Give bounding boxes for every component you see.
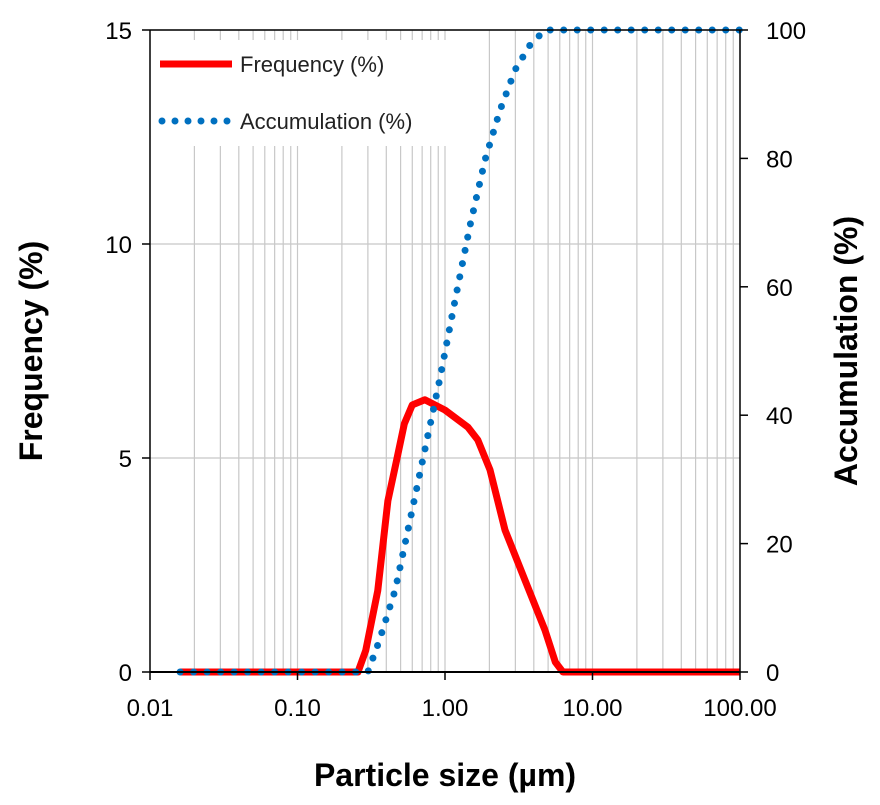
legend: Frequency (%) Accumulation (%) <box>154 40 456 146</box>
x-tick-label: 1.00 <box>422 695 469 722</box>
y2-tick-label: 0 <box>766 660 779 687</box>
y-tick-label: 5 <box>119 446 132 473</box>
axes: 0.01 0.10 1.00 10.00 100.00 0 5 10 15 0 20 40 60 80 10… <box>105 18 806 722</box>
x-tick-label: 0.10 <box>274 695 321 722</box>
legend-background <box>154 40 456 146</box>
y-tick-label: 0 <box>119 660 132 687</box>
y2-tick-label: 80 <box>766 146 793 173</box>
y2-tick-label: 60 <box>766 275 793 302</box>
legend-label-accumulation: Accumulation (%) <box>240 109 412 134</box>
series-line-frequency <box>180 396 740 676</box>
x-tick-label: 10.00 <box>562 695 622 722</box>
y2-tick-label: 40 <box>766 403 793 430</box>
series-layer <box>176 26 744 676</box>
y2-axis-label: Accumulation (%) <box>828 216 864 486</box>
y2-tick-label: 20 <box>766 532 793 559</box>
x-tick-label: 100.00 <box>703 695 776 722</box>
y-axis-label: Frequency (%) <box>13 241 49 461</box>
y-tick-label: 15 <box>105 18 132 45</box>
x-tick-label: 0.01 <box>127 695 174 722</box>
y2-tick-label: 100 <box>766 18 806 45</box>
y-tick-label: 10 <box>105 232 132 259</box>
x-axis-label: Particle size (µm) <box>314 757 576 793</box>
legend-label-frequency: Frequency (%) <box>240 52 384 77</box>
series-line-accumulation <box>176 26 744 676</box>
